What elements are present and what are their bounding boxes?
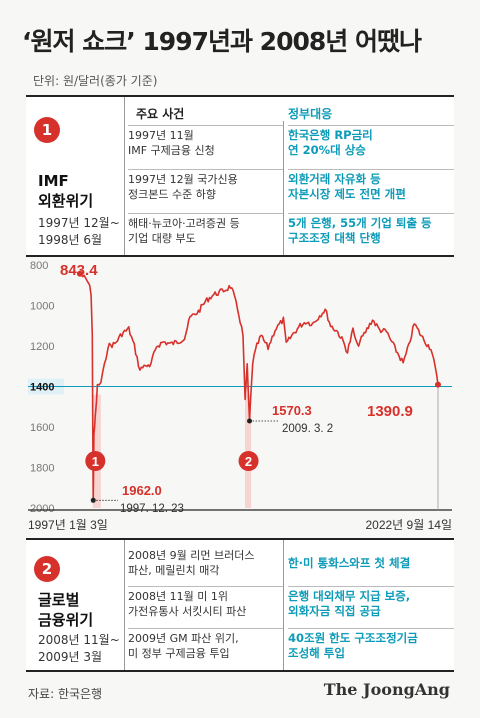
page-title: ‘원저 쇼크’ 1997년과 2008년 어땠나 [22,27,422,56]
crisis-name-line: 외환위기 [38,192,94,210]
period-line: 1998년 6월 [38,233,103,247]
response-line: 자본시장 제도 전면 개편 [288,187,406,201]
y-tick-label: 1600 [30,422,54,434]
response-line: 조성해 투입 [288,646,345,660]
event-line: IMF 구제금융 신청 [128,144,215,157]
response-line: 외화자금 직접 공급 [288,604,381,618]
response-line: 5개 은행, 55개 기업 퇴출 등 [288,216,432,230]
crisis-number-badge: 1 [34,117,60,143]
crisis-number-badge: 2 [34,556,60,582]
divider [124,540,125,670]
low-date-label: 1997. 12. 23 [120,503,184,515]
response-cell: 외환거래 자유화 등 자본시장 제도 전면 개편 [288,169,454,202]
y-tick-label: 1000 [30,301,54,313]
x-end-label: 2022년 9월 14일 [365,518,452,532]
event-line: 미 정부 구제금융 투입 [128,647,230,660]
crisis-name: IMF 외환위기 [38,171,93,211]
response-header: 정부대응 [288,107,333,121]
event-line: 2008년 11월 미 1위 [128,590,228,603]
response-line: 구조조정 대책 단행 [288,231,381,245]
event-line: 정크본드 수준 하향 [128,188,216,201]
crisis-name-line: 금융위기 [38,611,94,629]
low-value-label: 1570.3 [272,403,312,418]
event-line: 2008년 9월 리먼 브러더스 [128,549,255,562]
exchange-rate-line [79,273,439,503]
source-note: 자료: 한국은행 [28,687,103,701]
end-point [435,381,441,388]
crisis-period: 1997년 12월~ 1998년 6월 [38,215,120,249]
crisis-marker-num: 2 [245,454,252,469]
period-line: 2009년 3월 [38,650,103,664]
y-tick-label: 800 [30,260,48,272]
event-line: 기업 대량 부도 [128,232,196,245]
response-cell: 한·미 통화스와프 첫 체결 [288,554,454,571]
x-start-label: 1997년 1월 3일 [28,518,108,532]
event-cell: 1997년 11월 IMF 구제금융 신청 [128,125,283,158]
divider [283,540,284,670]
y-tick-label: 2000 [30,503,54,515]
divider [283,121,284,255]
y-tick-label: 1800 [30,463,54,475]
response-line: 은행 대외채무 지급 보증, [288,589,411,603]
end-value-label: 1390.9 [367,403,413,420]
y-tick-label: 1400 [30,382,54,394]
response-line: 외환거래 자유화 등 [288,172,381,186]
low-value-label: 1962.0 [122,483,162,498]
event-line: 파산, 메릴린치 매각 [128,564,220,577]
crisis-name: 글로벌 금융위기 [38,590,93,630]
response-cell: 한국은행 RP금리 연 20%대 상승 [288,125,454,158]
divider [124,97,125,255]
unit-label: 단위: 원/달러(종가 기준) [33,74,158,88]
start-point [77,270,83,277]
crisis-table-1: 1 IMF 외환위기 1997년 12월~ 1998년 6월 주요 사건 정부대… [26,95,454,257]
event-cell: 2009년 GM 파산 위기, 미 정부 구제금융 투입 [128,628,283,661]
crisis-name-line: IMF [38,172,69,190]
crisis-name-line: 글로벌 [38,591,80,609]
low-date-label: 2009. 3. 2 [282,423,333,435]
peak-label-start: 843.4 [60,262,98,279]
crisis-marker-num: 1 [92,454,99,469]
crisis-table-2: 2 글로벌 금융위기 2008년 11월~ 2009년 3월 2008년 9월 … [26,538,454,672]
publisher-logo: The JoongAng [323,680,450,699]
events-header: 주요 사건 [136,107,185,121]
response-line: 한·미 통화스와프 첫 체결 [288,556,411,570]
exchange-rate-chart: 800 1000 1200 1400 1600 1800 2000 843.4 1962.0 19… [28,260,452,532]
period-line: 2008년 11월~ [38,633,120,647]
crisis-marker [238,451,259,471]
event-line: 가전유통사 서킷시티 파산 [128,605,247,618]
period-line: 1997년 12월~ [38,216,120,230]
event-line: 2009년 GM 파산 위기, [128,632,239,645]
response-cell: 40조원 한도 구조조정기금 조성해 투입 [288,628,454,661]
crisis-period: 2008년 11월~ 2009년 3월 [38,632,120,666]
response-line: 연 20%대 상승 [288,143,366,157]
response-line: 40조원 한도 구조조정기금 [288,631,418,645]
response-cell: 5개 은행, 55개 기업 퇴출 등 구조조정 대책 단행 [288,213,454,246]
event-line: 1997년 12월 국가신용 [128,173,238,186]
crisis-marker [85,451,106,471]
y-tick-label: 1200 [30,341,54,353]
response-cell: 은행 대외채무 지급 보증, 외화자금 직접 공급 [288,586,454,619]
event-line: 해태·뉴코아·고려증권 등 [128,217,240,230]
response-line: 한국은행 RP금리 [288,128,373,142]
event-line: 1997년 11월 [128,129,194,142]
